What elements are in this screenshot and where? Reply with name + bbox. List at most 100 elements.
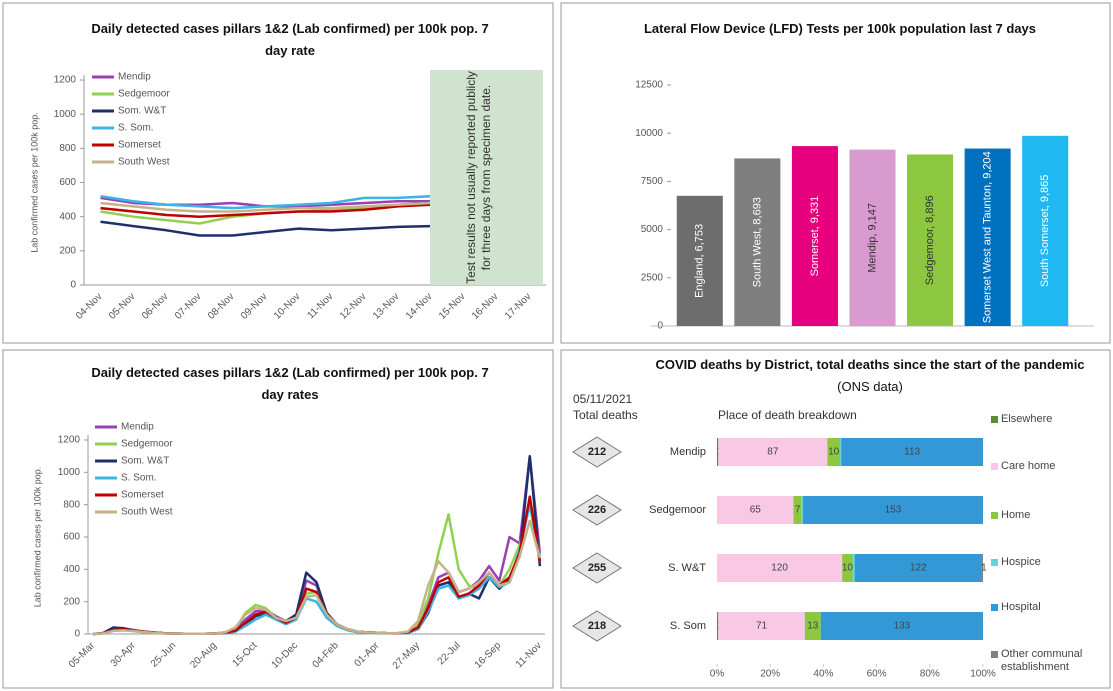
bar-segment bbox=[801, 496, 803, 524]
segment-label: 7 bbox=[795, 505, 801, 516]
chart-title: COVID deaths by District, total deaths s… bbox=[655, 357, 1085, 372]
segment-label: 153 bbox=[885, 505, 902, 516]
x-tick-label: 08-Nov bbox=[206, 291, 237, 322]
category-label: S. Som bbox=[670, 620, 706, 632]
legend-swatch bbox=[991, 416, 998, 423]
panel-border bbox=[2, 349, 554, 689]
bar-segment bbox=[841, 438, 983, 466]
segment-label: 10 bbox=[842, 563, 854, 574]
bar-segment bbox=[717, 438, 719, 466]
y-tick-label: 1000 bbox=[54, 109, 77, 120]
bar-segment bbox=[854, 554, 982, 582]
category-label: Sedgemoor bbox=[649, 504, 706, 516]
legend-label: South West bbox=[121, 507, 173, 518]
series-line bbox=[100, 203, 431, 218]
x-tick-label: 40% bbox=[813, 669, 833, 680]
legend-label: South West bbox=[118, 157, 170, 168]
legend-label: Care home bbox=[1001, 460, 1056, 472]
chart-title: Daily detected cases pillars 1&2 (Lab co… bbox=[91, 365, 489, 402]
chart-subtitle: (ONS data) bbox=[837, 379, 903, 394]
y-tick-label: 1200 bbox=[58, 435, 81, 446]
total-value: 226 bbox=[588, 504, 606, 516]
x-tick-label: 22-Jul bbox=[436, 640, 463, 667]
total-diamond bbox=[572, 610, 622, 642]
chart-title: Lateral Flow Device (LFD) Tests per 100k… bbox=[643, 21, 1037, 36]
x-tick-label: 10-Nov bbox=[272, 291, 303, 322]
x-tick-label: 14-Nov bbox=[404, 291, 435, 322]
bar-label: Somerset, 9,331 bbox=[809, 196, 821, 277]
bar-segment bbox=[820, 612, 983, 640]
legend-label: Somerset bbox=[121, 490, 164, 501]
y-tick-label: 600 bbox=[63, 532, 80, 543]
y-tick-label: 12500 bbox=[635, 80, 663, 91]
bar-label: Mendip, 9,147 bbox=[866, 203, 878, 273]
y-tick-label: 600 bbox=[59, 177, 76, 188]
legend-swatch bbox=[991, 463, 998, 470]
y-tick-label: 1000 bbox=[58, 467, 81, 478]
x-tick-label: 15-Oct bbox=[231, 640, 260, 669]
x-tick-label: 06-Nov bbox=[140, 291, 171, 322]
x-tick-label: 80% bbox=[920, 669, 940, 680]
category-label: Mendip bbox=[670, 446, 706, 458]
panel-border bbox=[2, 2, 554, 344]
y-tick-label: 10000 bbox=[635, 128, 663, 139]
breakdown-label: Place of death breakdown bbox=[718, 408, 857, 422]
segment-label: 122 bbox=[910, 563, 927, 574]
legend-label: Other communal establishment bbox=[1001, 648, 1083, 673]
y-tick-label: 200 bbox=[63, 596, 80, 607]
bar-segment bbox=[718, 612, 805, 640]
segment-label: 113 bbox=[904, 447, 920, 458]
total-diamond bbox=[572, 552, 622, 584]
x-tick-label: 05-Nov bbox=[107, 291, 138, 322]
panel-border bbox=[560, 349, 1111, 689]
bar-segment bbox=[804, 612, 821, 640]
total-value: 218 bbox=[588, 620, 606, 632]
category-label: S. W&T bbox=[668, 562, 706, 574]
legend-swatch bbox=[991, 559, 998, 566]
bar-label: Sedgemoor, 8,896 bbox=[924, 195, 936, 285]
x-tick-label: 16-Sep bbox=[473, 640, 504, 671]
y-tick-label: 0 bbox=[70, 280, 76, 291]
bar-label: South West, 8,693 bbox=[751, 197, 763, 287]
chart-title: Daily detected cases pillars 1&2 (Lab co… bbox=[91, 21, 489, 58]
y-tick-label: 800 bbox=[59, 143, 76, 154]
bar bbox=[791, 146, 838, 326]
bar bbox=[676, 195, 723, 326]
series-line bbox=[92, 454, 542, 636]
x-tick-label: 60% bbox=[867, 669, 887, 680]
x-tick-label: 01-Apr bbox=[352, 640, 381, 669]
legend-label: Elsewhere bbox=[1001, 413, 1053, 425]
y-tick-label: 800 bbox=[63, 499, 80, 510]
legend-swatch bbox=[991, 604, 998, 611]
bar-label: Somerset West and Taunton, 9,204 bbox=[982, 151, 994, 323]
y-axis-label: Lab confirmed cases per 100k pop. bbox=[32, 467, 42, 608]
bar-segment bbox=[718, 438, 828, 466]
series-line bbox=[93, 503, 542, 636]
legend-label: Sedgemoor bbox=[118, 89, 170, 100]
x-tick-label: 09-Nov bbox=[239, 291, 270, 322]
series-line bbox=[93, 503, 542, 636]
legend-label: Home bbox=[1001, 509, 1031, 521]
bar-segment bbox=[717, 554, 843, 582]
legend-label: Somerset bbox=[118, 140, 161, 151]
y-tick-label: 7500 bbox=[641, 176, 664, 187]
x-tick-label: 0% bbox=[710, 669, 725, 680]
x-tick-label: 07-Nov bbox=[173, 291, 204, 322]
chart-title-block: COVID deaths by District, total deaths s… bbox=[640, 354, 1100, 398]
y-tick-label: 400 bbox=[63, 564, 80, 575]
total-diamond bbox=[572, 494, 622, 526]
bar bbox=[849, 149, 896, 326]
x-tick-label: 25-Jun bbox=[149, 640, 178, 669]
annotation-box bbox=[430, 70, 543, 285]
y-tick-label: 400 bbox=[59, 211, 76, 222]
total-diamond bbox=[572, 436, 622, 468]
x-tick-label: 04-Nov bbox=[74, 291, 105, 322]
legend-swatch bbox=[991, 512, 998, 519]
legend-label: Hospice bbox=[1001, 556, 1041, 568]
series-line bbox=[93, 454, 542, 636]
series-line bbox=[100, 220, 431, 237]
y-axis-label: Lab confirmed cases per 100k pop. bbox=[29, 112, 39, 253]
y-tick-label: 0 bbox=[74, 629, 80, 640]
